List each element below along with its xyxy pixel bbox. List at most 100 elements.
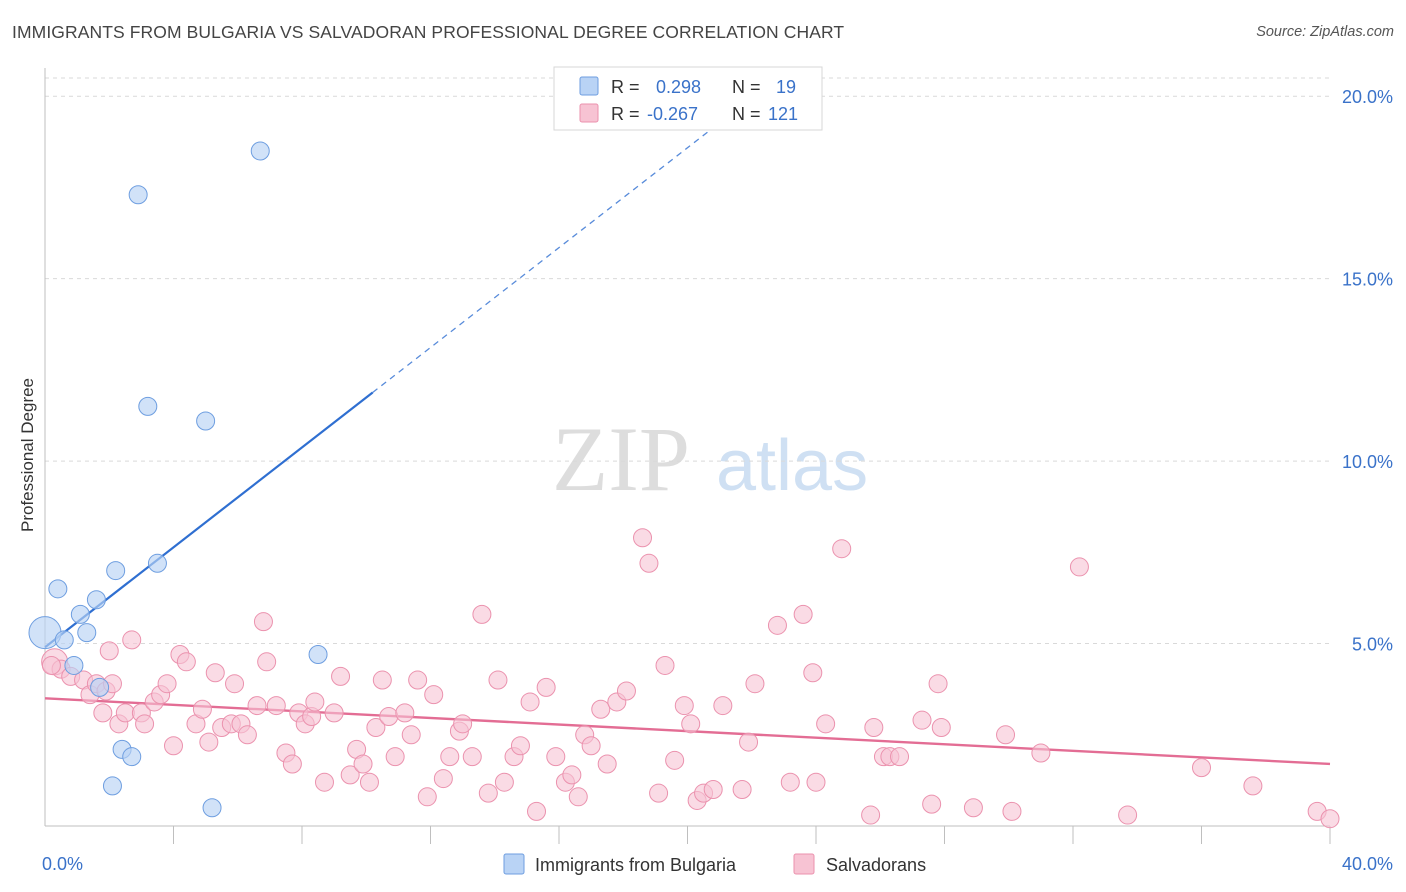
series-legend: Immigrants from Bulgaria Salvadorans bbox=[503, 853, 926, 875]
salvadorans-point bbox=[546, 747, 566, 767]
salvadorans-point bbox=[616, 681, 636, 701]
legend-n-label-pink: N = bbox=[732, 104, 761, 124]
legend-r-value-blue: 0.298 bbox=[656, 77, 701, 97]
bulgaria-point bbox=[86, 590, 106, 610]
salvadorans-point bbox=[655, 655, 675, 675]
salvadorans-point bbox=[568, 787, 588, 807]
salvadorans-point bbox=[478, 783, 498, 803]
salvadorans-point bbox=[135, 714, 155, 734]
bulgaria-point bbox=[202, 798, 222, 818]
axes bbox=[44, 68, 1331, 844]
salvadorans-point bbox=[1031, 743, 1051, 763]
legend-n-value-pink: 121 bbox=[768, 104, 798, 124]
salvadorans-point bbox=[510, 736, 530, 756]
bulgaria-point bbox=[90, 677, 110, 697]
salvadorans-point bbox=[681, 714, 701, 734]
salvadorans-point bbox=[963, 798, 983, 818]
y-tick-label-0: 5.0% bbox=[1352, 635, 1393, 655]
bulgaria-points bbox=[28, 141, 328, 818]
bulgaria-point bbox=[102, 776, 122, 796]
salvadorans-point bbox=[806, 772, 826, 792]
legend-r-label-blue: R = bbox=[611, 77, 640, 97]
legend-swatch-blue bbox=[579, 76, 599, 96]
salvadorans-point bbox=[253, 612, 273, 632]
legend-n-label-blue: N = bbox=[732, 77, 761, 97]
salvadorans-point bbox=[597, 754, 617, 774]
salvadorans-point bbox=[331, 666, 351, 686]
bulgaria-point bbox=[138, 396, 158, 416]
salvadorans-point bbox=[581, 736, 601, 756]
salvadorans-points bbox=[41, 528, 1340, 829]
salvadorans-point bbox=[494, 772, 514, 792]
salvadorans-point bbox=[115, 703, 135, 723]
bulgaria-point bbox=[147, 553, 167, 573]
salvadorans-point bbox=[1320, 809, 1340, 829]
salvadorans-point bbox=[324, 703, 344, 723]
salvadorans-point bbox=[1069, 557, 1089, 577]
salvadorans-point bbox=[462, 747, 482, 767]
salvadorans-point bbox=[803, 663, 823, 683]
salvadorans-point bbox=[408, 670, 428, 690]
salvadorans-point bbox=[665, 750, 685, 770]
gridlines bbox=[45, 77, 1330, 645]
legend-bottom-swatch-blue bbox=[503, 853, 525, 875]
salvadorans-point bbox=[732, 780, 752, 800]
salvadorans-point bbox=[816, 714, 836, 734]
salvadorans-point bbox=[366, 717, 386, 737]
salvadorans-point bbox=[305, 692, 325, 712]
salvadorans-point bbox=[225, 674, 245, 694]
bulgaria-point bbox=[128, 185, 148, 205]
salvadorans-point bbox=[472, 604, 492, 624]
bulgaria-point bbox=[250, 141, 270, 161]
salvadorans-point bbox=[401, 725, 421, 745]
salvadorans-point bbox=[314, 772, 334, 792]
x-tick-label-0: 0.0% bbox=[42, 854, 83, 874]
salvadorans-point bbox=[1192, 758, 1211, 778]
salvadorans-point bbox=[122, 630, 142, 650]
salvadorans-point bbox=[922, 794, 942, 814]
stats-legend-box bbox=[553, 66, 823, 131]
salvadorans-point bbox=[372, 670, 392, 690]
stats-legend: R = 0.298 N = 19 R = -0.267 N = 121 bbox=[553, 66, 823, 131]
salvadorans-point bbox=[780, 772, 800, 792]
salvadorans-point bbox=[205, 663, 225, 683]
watermark: ZIP atlas bbox=[552, 408, 868, 510]
salvadorans-point bbox=[890, 747, 910, 767]
salvadorans-point bbox=[199, 732, 219, 752]
salvadorans-point bbox=[266, 696, 286, 716]
y-tick-labels: 5.0% 10.0% 15.0% 20.0% bbox=[1342, 87, 1393, 654]
salvadorans-point bbox=[157, 674, 177, 694]
salvadorans-point bbox=[488, 670, 508, 690]
x-tick-labels: 0.0% 40.0% bbox=[42, 854, 1393, 874]
bulgaria-point bbox=[54, 630, 74, 650]
bulgaria-point bbox=[122, 747, 142, 767]
bulgaria-point bbox=[48, 579, 68, 599]
salvadorans-point bbox=[395, 703, 415, 723]
source-label: Source: ZipAtlas.com bbox=[1256, 24, 1394, 40]
legend-bottom-label-pink: Salvadorans bbox=[826, 855, 926, 875]
salvadorans-point bbox=[674, 696, 694, 716]
watermark-zip: ZIP bbox=[552, 408, 690, 510]
salvadorans-point bbox=[257, 652, 277, 672]
salvadorans-point bbox=[340, 765, 360, 785]
salvadorans-point bbox=[633, 528, 653, 548]
salvadorans-point bbox=[793, 604, 813, 624]
salvadorans-point bbox=[237, 725, 257, 745]
legend-r-value-pink: -0.267 bbox=[647, 104, 698, 124]
salvadorans-point bbox=[527, 801, 547, 821]
salvadorans-point bbox=[861, 805, 881, 825]
salvadorans-point bbox=[996, 725, 1016, 745]
salvadorans-point bbox=[424, 685, 444, 705]
salvadorans-point bbox=[440, 747, 460, 767]
salvadorans-point bbox=[93, 703, 113, 723]
legend-swatch-pink bbox=[579, 103, 599, 123]
salvadorans-point bbox=[536, 677, 556, 697]
bulgaria-point bbox=[77, 623, 97, 643]
trend-line-bulgaria-extension bbox=[372, 84, 769, 393]
bulgaria-point bbox=[196, 411, 216, 431]
salvadorans-point bbox=[453, 714, 473, 734]
salvadorans-point bbox=[192, 699, 212, 719]
salvadorans-point bbox=[164, 736, 183, 756]
salvadorans-point bbox=[562, 765, 582, 785]
